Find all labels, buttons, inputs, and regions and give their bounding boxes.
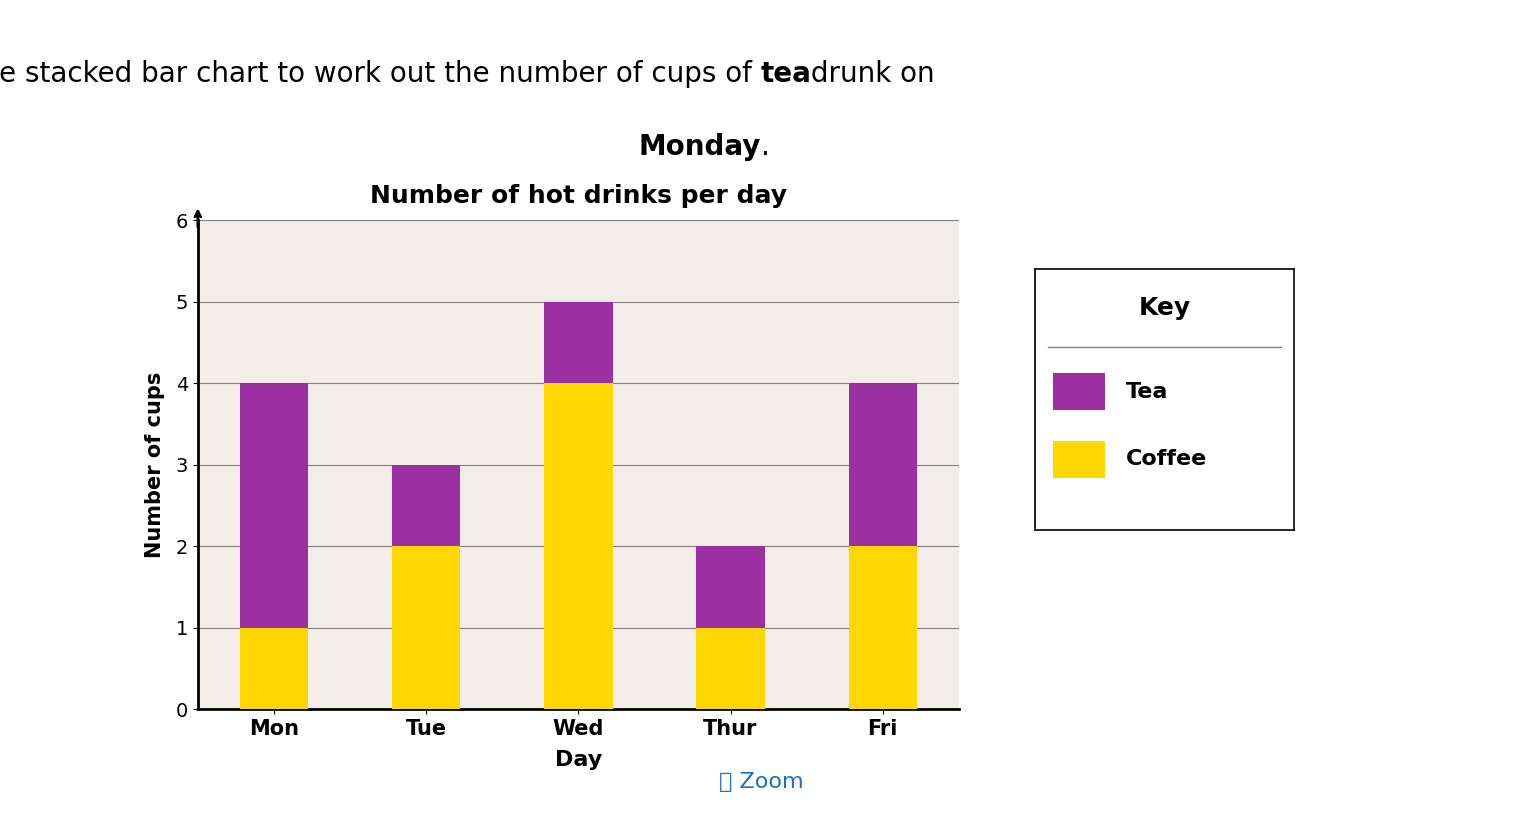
Text: Use the stacked bar chart to work out the number of cups of: Use the stacked bar chart to work out th… (0, 59, 761, 88)
Text: 🔍 Zoom: 🔍 Zoom (718, 773, 804, 792)
Bar (393, 465, 461, 546)
Bar (697, 546, 766, 628)
Bar (545, 302, 612, 383)
Text: .: . (761, 133, 770, 161)
Title: Number of hot drinks per day: Number of hot drinks per day (370, 184, 787, 209)
Bar (697, 628, 766, 709)
Bar (849, 383, 916, 546)
Bar (1053, 441, 1105, 478)
Text: Key: Key (1138, 296, 1190, 320)
Bar (240, 628, 309, 709)
X-axis label: Day: Day (554, 750, 603, 770)
Y-axis label: Number of cups: Number of cups (145, 372, 164, 557)
Text: drunk on: drunk on (802, 59, 935, 88)
Text: Tea: Tea (1126, 381, 1167, 402)
Bar (849, 546, 916, 709)
Text: Monday: Monday (639, 133, 761, 161)
Bar (545, 383, 612, 709)
Bar (1053, 373, 1105, 410)
Bar (393, 546, 461, 709)
Text: Coffee: Coffee (1126, 449, 1207, 469)
Bar (240, 383, 309, 628)
Text: tea: tea (761, 59, 811, 88)
